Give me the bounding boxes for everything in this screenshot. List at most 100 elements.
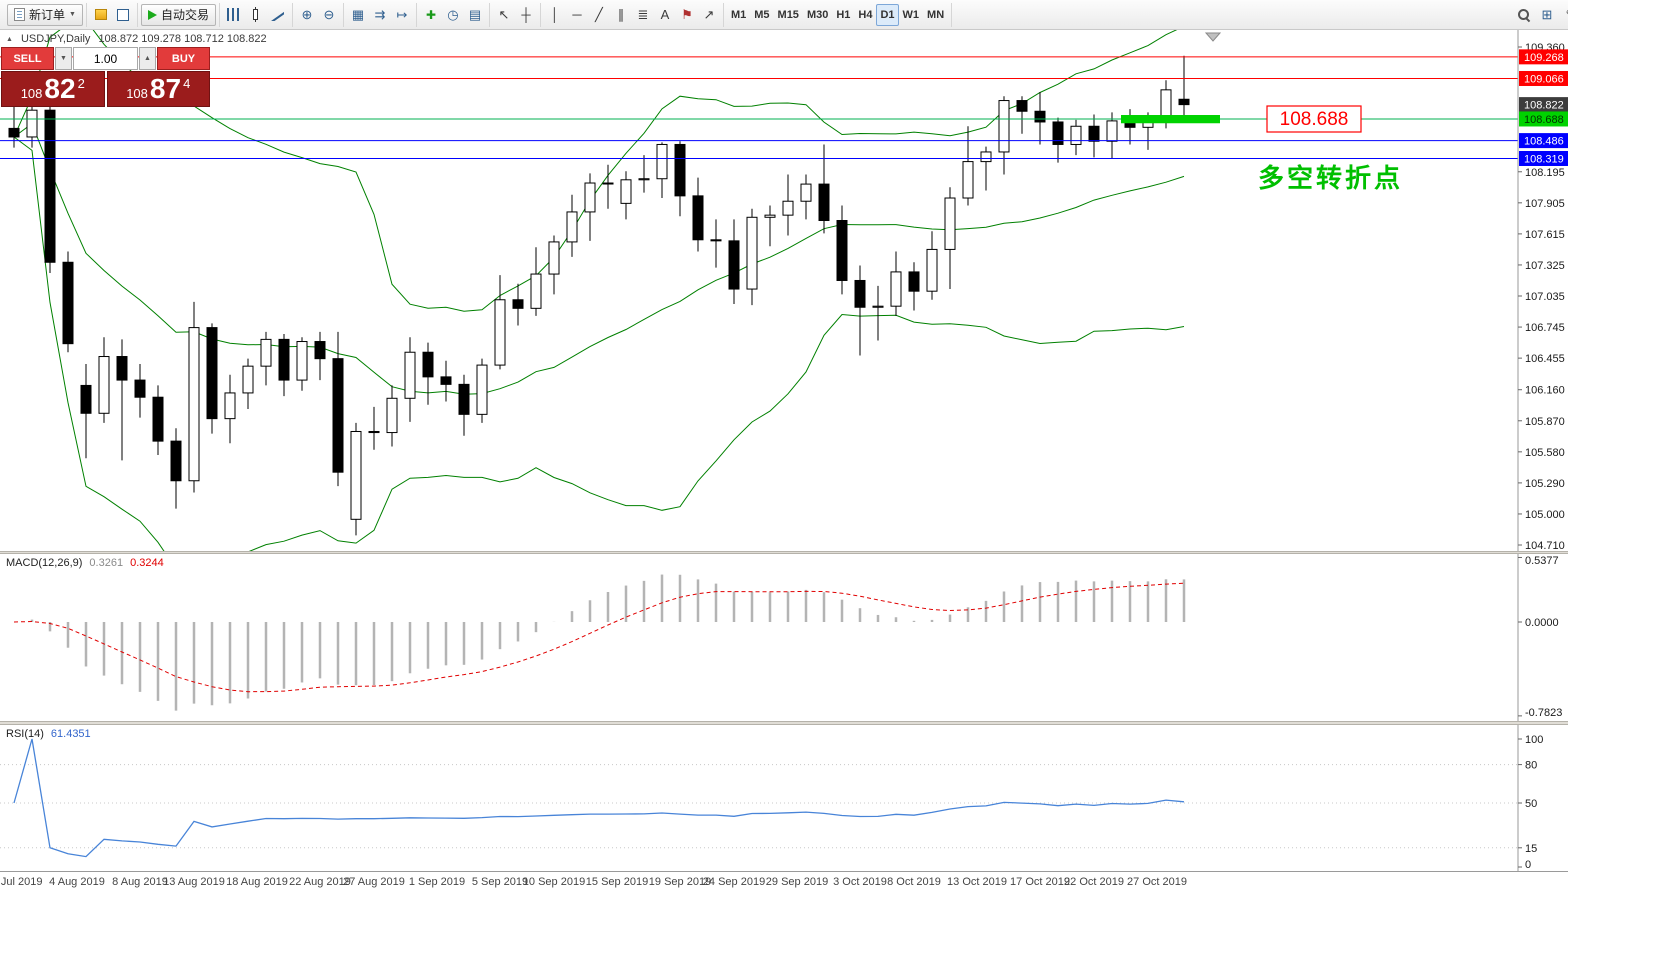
- edit-button[interactable]: ✎: [1560, 3, 1568, 25]
- price-callout-box[interactable]: [1266, 105, 1362, 133]
- zoom-in-button[interactable]: ⊕: [296, 4, 318, 26]
- caret-down-icon: ▼: [69, 11, 76, 18]
- tf-m15-button[interactable]: M15: [774, 4, 803, 26]
- panel-splitter[interactable]: [0, 551, 1568, 554]
- price-badge-label: 108.822: [1524, 100, 1564, 112]
- profiles-button[interactable]: [90, 4, 112, 26]
- tf-h4-button[interactable]: H4: [854, 4, 876, 26]
- rsi-scale-label: 100: [1525, 734, 1543, 746]
- cursor-button[interactable]: ↖: [493, 4, 515, 26]
- date-label: 22 Oct 2019: [1064, 876, 1124, 888]
- price-tick-label: 106.745: [1525, 322, 1565, 334]
- text-label-button[interactable]: ⚑: [676, 4, 698, 26]
- bid-price[interactable]: 108 82 2: [1, 71, 105, 107]
- support-highlight-zone[interactable]: [1121, 115, 1220, 124]
- chart-canvas[interactable]: 108.688多空转折点109.360108.195107.905107.615…: [0, 30, 1568, 551]
- date-label: 8 Oct 2019: [887, 876, 941, 888]
- candlestick-button[interactable]: [245, 4, 267, 26]
- indicators-button[interactable]: ✚: [420, 4, 442, 26]
- neworder-icon: [14, 8, 25, 21]
- date-label: 27 Oct 2019: [1127, 876, 1187, 888]
- ask-big: 87: [149, 73, 182, 104]
- date-label: 10 Sep 2019: [522, 876, 586, 888]
- auto-trading-button[interactable]: 自动交易: [140, 3, 216, 26]
- rsi-line: [13, 738, 1185, 858]
- fibonacci-button[interactable]: ≣: [632, 4, 654, 26]
- price-badge: [1519, 49, 1568, 65]
- tf-m30-button[interactable]: M30: [803, 4, 832, 26]
- rsi-axis[interactable]: 100 80 50 15 0: [1517, 725, 1543, 871]
- price-badge: [1519, 150, 1568, 166]
- macd-main-value: 0.3261: [89, 557, 124, 569]
- templates-button[interactable]: ▤: [464, 4, 486, 26]
- bar-chart-button[interactable]: [223, 4, 245, 26]
- data-window-button[interactable]: [112, 4, 134, 26]
- panel-splitter[interactable]: [0, 721, 1568, 725]
- channel-button[interactable]: ∥: [610, 4, 632, 26]
- arrows-button[interactable]: ↗: [698, 4, 720, 26]
- tf-m5-button[interactable]: M5: [750, 4, 773, 26]
- periods-button[interactable]: ◷: [442, 4, 464, 26]
- search-button[interactable]: [1512, 3, 1534, 25]
- trade-panel-controls: SELL ▼ ▲ BUY: [1, 47, 210, 70]
- tf-m5-button-label: M5: [754, 8, 770, 21]
- tf-h1-button-label: H1: [836, 8, 851, 21]
- ask-price[interactable]: 108 87 4: [106, 71, 210, 107]
- price-badge-label: 108.486: [1524, 136, 1564, 148]
- rsi-canvas[interactable]: 100 80 50 15 0: [0, 725, 1568, 871]
- tf-d1-button[interactable]: D1: [876, 3, 899, 26]
- toolbar-group-trading: 自动交易: [138, 2, 220, 27]
- new-chart-button[interactable]: ⊞: [1536, 3, 1558, 25]
- price-tick-label: 107.905: [1525, 198, 1565, 210]
- crosshair-button[interactable]: ┼: [515, 4, 537, 26]
- bid-big: 82: [44, 73, 76, 104]
- chart-shift-marker-icon[interactable]: [1204, 32, 1222, 42]
- linechart-icon: [271, 8, 284, 21]
- price-tick-label: 106.160: [1525, 385, 1565, 397]
- auto-scroll-button[interactable]: ⇉: [369, 4, 391, 26]
- window-icon: [116, 8, 129, 21]
- trendline-button[interactable]: ╱: [588, 4, 610, 26]
- tf-m1-button[interactable]: M1: [727, 4, 750, 26]
- toolbar: 新订单 ▼ 自动交易 ⊕ ⊖ ▦ ⇉ ↦ ✚ ◷ ▤ ↖ ┼ │ ─ ╱ ∥ ≣ A ⚑ ↗ M1 M5 M15 M30 H1 H4…: [0, 0, 1568, 30]
- volume-input[interactable]: [73, 47, 138, 70]
- price-axis[interactable]: 109.360108.195107.905107.615107.325107.0…: [1517, 30, 1568, 551]
- tf-mn-button[interactable]: MN: [923, 4, 948, 26]
- bid-pipette: 2: [77, 76, 85, 91]
- chart-shift-button[interactable]: ↦: [391, 4, 413, 26]
- zoom-out-button[interactable]: ⊖: [318, 4, 340, 26]
- buy-button[interactable]: BUY: [157, 47, 210, 70]
- turning-point-annotation[interactable]: 多空转折点: [1258, 163, 1403, 193]
- zoomin-icon: ⊕: [301, 7, 313, 22]
- volume-up-button[interactable]: ▲: [139, 47, 156, 70]
- price-tick-label: 106.455: [1525, 353, 1565, 365]
- text-button[interactable]: A: [654, 4, 676, 26]
- macd-label: MACD(12,26,9): [6, 557, 83, 569]
- vertical-line-button[interactable]: │: [544, 4, 566, 26]
- tf-w1-button[interactable]: W1: [899, 4, 924, 26]
- date-label: 29 Sep 2019: [765, 876, 829, 888]
- line-chart-button[interactable]: [267, 4, 289, 26]
- candle-icon: [253, 7, 259, 22]
- new-order-button[interactable]: 新订单 ▼: [7, 3, 83, 26]
- date-label: 4 Aug 2019: [49, 876, 105, 888]
- bars-icon: [227, 8, 241, 21]
- date-label: 5 Sep 2019: [471, 876, 529, 888]
- tf-h1-button[interactable]: H1: [832, 4, 854, 26]
- chart-title: ▲ USDJPY,Daily 108.872 109.278 108.712 1…: [6, 33, 267, 45]
- tile-windows-button[interactable]: ▦: [347, 4, 369, 26]
- sell-button[interactable]: SELL: [1, 47, 54, 70]
- collapse-icon[interactable]: ▲: [6, 35, 13, 43]
- price-tick-label: 107.325: [1525, 260, 1565, 272]
- date-label: 27 Aug 2019: [343, 876, 405, 888]
- horizontal-line-button[interactable]: ─: [566, 4, 588, 26]
- zoomout-icon: ⊖: [323, 7, 335, 22]
- macd-axis[interactable]: 0.5377 0.0000 -0.7823: [1517, 554, 1562, 721]
- horizontal-line-objects[interactable]: [0, 56, 1518, 159]
- macd-signal-value: 0.3244: [130, 557, 164, 569]
- volume-down-button[interactable]: ▼: [55, 47, 72, 70]
- tf-mn-button-label: MN: [927, 8, 945, 21]
- macd-canvas[interactable]: 0.5377 0.0000 -0.7823: [0, 554, 1568, 721]
- price-tick-label: 108.195: [1525, 167, 1565, 179]
